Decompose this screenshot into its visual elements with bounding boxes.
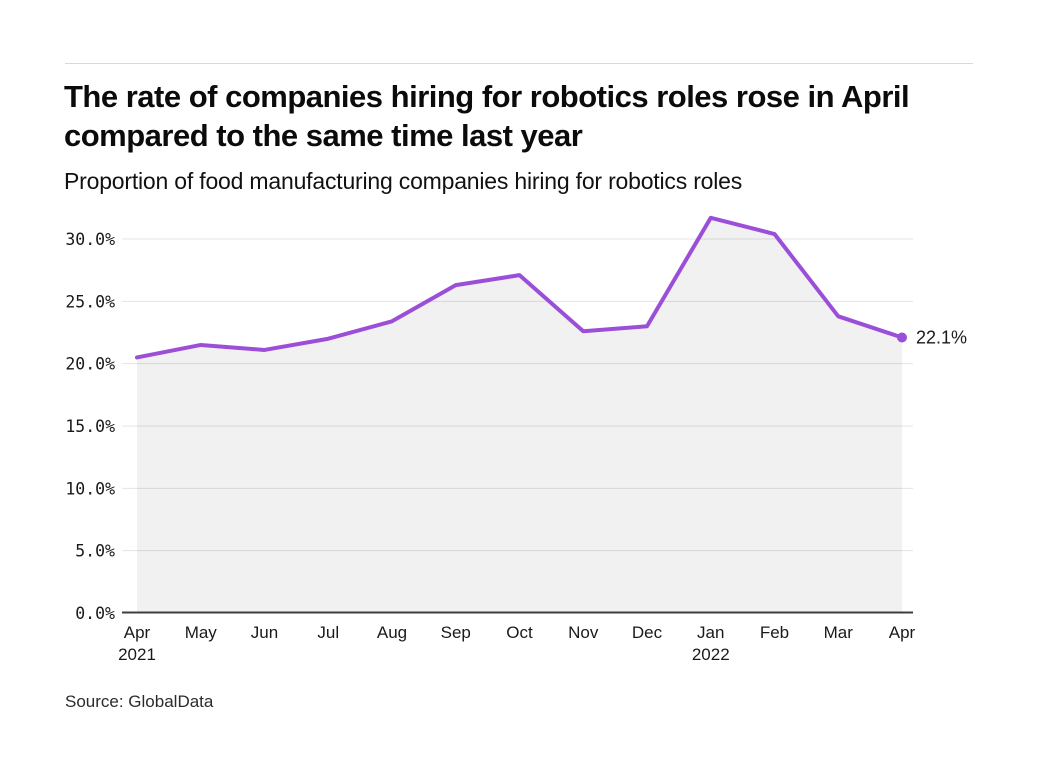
x-tick-label: Apr bbox=[889, 623, 916, 642]
trend-line bbox=[135, 215, 904, 360]
x-tick-label: Feb bbox=[760, 623, 789, 642]
y-tick-label: 0.0% bbox=[75, 604, 115, 623]
y-tick-label: 15.0% bbox=[65, 417, 115, 436]
x-tick-label: Sep bbox=[441, 623, 471, 642]
y-tick-label: 10.0% bbox=[65, 479, 115, 498]
y-tick-label: 20.0% bbox=[65, 355, 115, 374]
end-value-label: 22.1% bbox=[916, 327, 967, 347]
x-tick-label: Nov bbox=[568, 623, 599, 642]
y-tick-label: 30.0% bbox=[65, 230, 115, 249]
x-tick-label: Dec bbox=[632, 623, 663, 642]
end-point-marker bbox=[897, 332, 907, 343]
x-tick-label: May bbox=[185, 623, 218, 642]
x-tick-label: Oct bbox=[506, 623, 533, 642]
x-tick-label: Aug bbox=[377, 623, 407, 642]
y-tick-label: 25.0% bbox=[65, 292, 115, 311]
x-tick-label: Jan bbox=[697, 623, 724, 642]
x-tick-year-label: 2021 bbox=[118, 645, 156, 664]
x-tick-label: Jun bbox=[251, 623, 278, 642]
chart-title: The rate of companies hiring for robotic… bbox=[64, 79, 910, 153]
area-fill bbox=[137, 217, 902, 613]
x-tick-year-label: 2022 bbox=[692, 645, 730, 664]
top-divider bbox=[65, 63, 973, 64]
x-tick-label: Jul bbox=[317, 623, 339, 642]
x-tick-label: Apr bbox=[124, 623, 151, 642]
y-tick-label: 5.0% bbox=[75, 542, 115, 561]
chart-subtitle: Proportion of food manufacturing compani… bbox=[64, 168, 743, 194]
x-tick-label: Mar bbox=[824, 623, 854, 642]
source-note: Source: GlobalData bbox=[65, 692, 214, 711]
